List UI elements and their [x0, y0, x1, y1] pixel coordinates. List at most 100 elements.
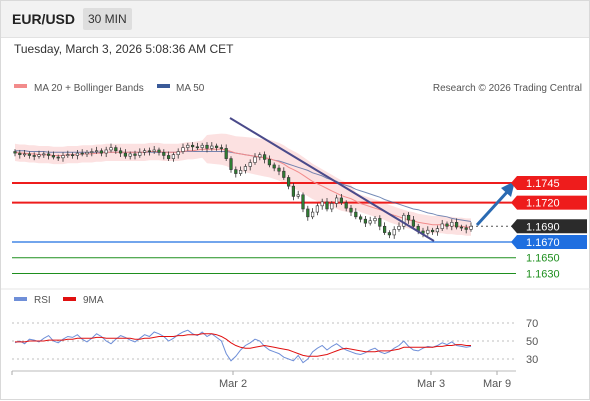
candle-body: [109, 147, 113, 151]
rsi-tick-label: 30: [526, 354, 538, 366]
candle-body: [37, 154, 41, 157]
forecast-arrow-shaft: [475, 189, 510, 227]
candle-body: [368, 220, 372, 224]
candle-body: [406, 214, 411, 221]
candle-body: [157, 149, 161, 153]
candle-body: [262, 154, 267, 160]
candle-body: [234, 169, 238, 174]
candle-body: [306, 208, 310, 218]
candle-body: [229, 158, 233, 170]
candle-body: [426, 229, 430, 234]
candle-body: [349, 207, 353, 213]
timeframe-button[interactable]: 30 MIN: [83, 8, 132, 30]
candle-body: [402, 214, 406, 227]
price-level-label: 1.1745: [526, 178, 560, 190]
candle-body: [430, 229, 435, 233]
ma20-legend-label: MA 20 + Bollinger Bands: [34, 83, 144, 94]
candle-body: [114, 147, 118, 152]
candle-body: [373, 218, 377, 222]
rsi-line: [14, 329, 472, 364]
candle-body: [320, 201, 324, 207]
candle-body: [18, 152, 22, 155]
candle-body: [90, 151, 94, 153]
candle-body: [272, 164, 276, 169]
candle-body: [330, 203, 334, 210]
candles: [13, 142, 473, 239]
candle-body: [181, 147, 185, 152]
rsi-legend-label: RSI: [34, 295, 51, 306]
symbol-label: EUR/USD: [12, 11, 76, 27]
candle-body: [22, 153, 27, 156]
rsi-panel: 70 50 30: [12, 318, 538, 366]
candle-body: [42, 153, 46, 156]
candle-body: [215, 145, 219, 148]
candle-body: [61, 155, 65, 159]
candle-body: [123, 152, 127, 157]
candle-body: [397, 225, 401, 230]
candle-body: [411, 219, 416, 227]
price-level-label: 1.1630: [526, 268, 560, 280]
bollinger-band: [15, 133, 471, 236]
candle-body: [277, 167, 281, 172]
candle-body: [143, 150, 147, 153]
price-level-tag-pointer: [511, 195, 517, 210]
candle-body: [358, 216, 363, 220]
candle-body: [46, 153, 51, 156]
candle-body: [286, 177, 291, 187]
candle-body: [128, 153, 132, 157]
candle-body: [162, 152, 166, 156]
candle-body: [167, 155, 171, 159]
candle-body: [104, 149, 108, 154]
ma50-legend-label: MA 50: [176, 83, 205, 94]
price-level-label: 1.1650: [526, 253, 560, 265]
price-level-tag: [517, 235, 587, 249]
timestamp: Tuesday, March 3, 2026 5:08:36 AM CET: [14, 42, 234, 56]
price-levels: [12, 182, 516, 274]
rsi-ma-legend-label: 9MA: [83, 295, 104, 306]
candle-body: [176, 151, 180, 155]
candle-body: [392, 229, 396, 236]
candle-body: [469, 225, 473, 230]
candle-body: [152, 149, 156, 152]
candle-body: [191, 144, 195, 148]
candle-body: [464, 227, 468, 230]
rsi-ma-legend-swatch: [63, 297, 76, 301]
candle-body: [459, 226, 464, 229]
candle-body: [334, 197, 339, 204]
candle-body: [291, 185, 296, 197]
price-level-tag: [517, 176, 587, 190]
candle-body: [119, 150, 123, 154]
x-tick-label: Mar 9: [483, 378, 511, 390]
candle-body: [296, 194, 300, 197]
candle-body: [95, 150, 99, 153]
candle-body: [243, 166, 248, 171]
trend-line: [229, 117, 435, 242]
candle-body: [315, 205, 320, 213]
candle-body: [195, 146, 200, 149]
candle-body: [85, 152, 89, 155]
candle-body: [147, 150, 152, 153]
candle-body: [80, 152, 84, 155]
price-level-label: 1.1670: [526, 237, 560, 249]
candle-body: [32, 155, 36, 157]
candle-body: [310, 211, 315, 218]
candle-body: [382, 225, 387, 233]
x-tick-label: Mar 3: [417, 378, 445, 390]
forecast-arrow-head: [501, 181, 515, 197]
candle-body: [363, 218, 368, 224]
candle-body: [75, 152, 79, 156]
candle-body: [200, 144, 204, 148]
candle-body: [282, 170, 286, 178]
rsi-tick-label: 50: [526, 336, 538, 348]
candle-body: [248, 162, 252, 167]
rsi-tick-label: 70: [526, 318, 538, 330]
candle-body: [219, 147, 224, 149]
candle-body: [253, 156, 257, 163]
price-level-tag-pointer: [511, 219, 517, 234]
rsi-ma-line: [15, 333, 471, 357]
candle-body: [13, 151, 17, 154]
candle-body: [435, 228, 440, 233]
bollinger-band-area: [15, 133, 471, 236]
candle-body: [440, 223, 444, 229]
